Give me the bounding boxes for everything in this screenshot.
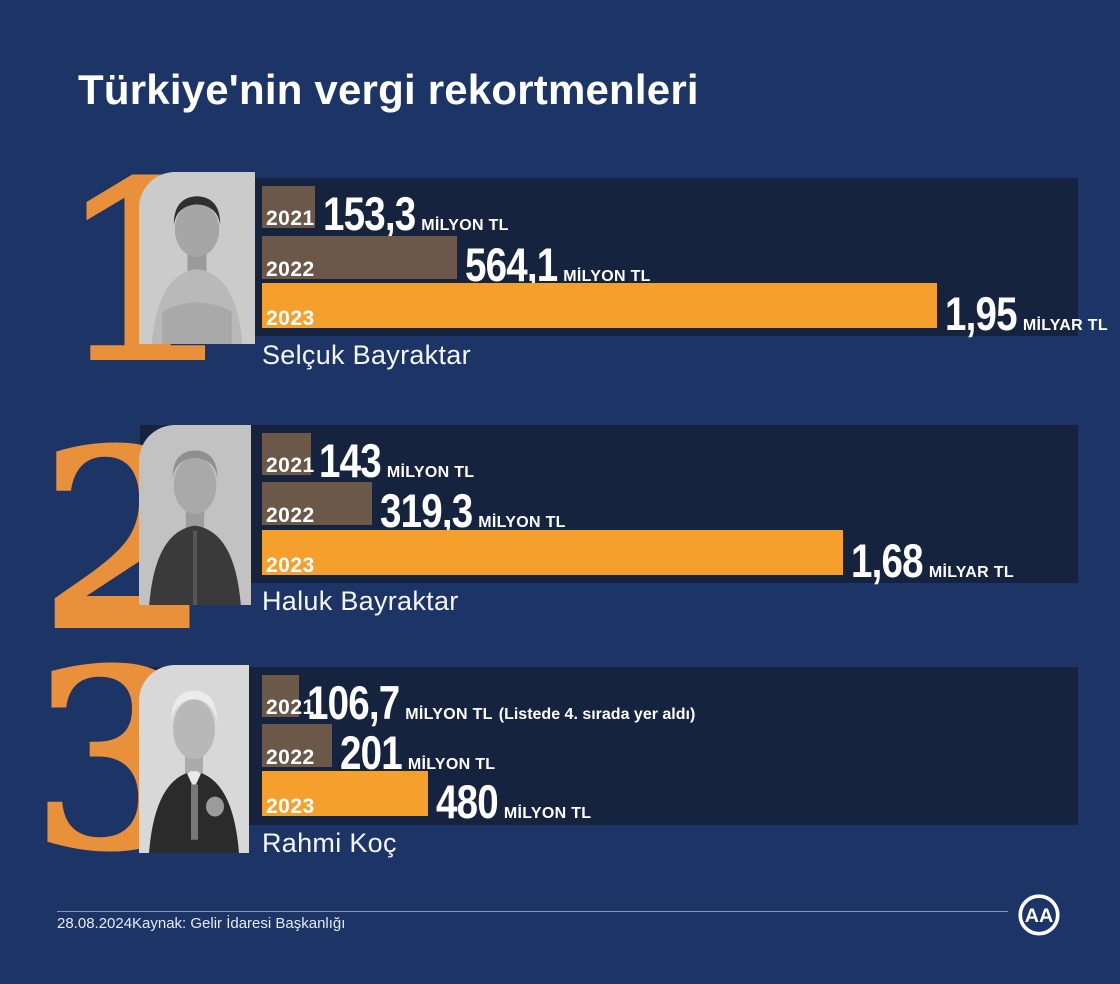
bar-2023 bbox=[262, 771, 428, 816]
bar-row-2021: 153,3 MİLYON TL 2021 bbox=[262, 186, 509, 237]
bar-row-2023: 480 MİLYON TL 2023 bbox=[262, 771, 591, 825]
person-name-haluk-bayraktar: Haluk Bayraktar bbox=[262, 586, 459, 616]
footer-divider bbox=[57, 911, 1008, 912]
value-unit: MİLYON TL bbox=[405, 706, 493, 723]
bar-2023 bbox=[262, 283, 937, 328]
value-number: 153,3 bbox=[323, 187, 416, 240]
bar-row-2022: 319,3 MİLYON TL 2022 bbox=[262, 482, 566, 534]
value-number: 106,7 bbox=[307, 676, 400, 729]
value-unit: MİLYON TL bbox=[563, 268, 651, 285]
bar-value: 1,95 MİLYAR TL bbox=[945, 290, 1108, 337]
bar-row-2023: 1,95 MİLYAR TL 2023 bbox=[262, 283, 1108, 337]
bar-value: 1,68 MİLYAR TL bbox=[851, 537, 1014, 584]
bar-2021 bbox=[262, 186, 315, 228]
photo-selcuk-bayraktar bbox=[139, 172, 255, 344]
bar-2022 bbox=[262, 236, 457, 279]
bar-2021 bbox=[262, 433, 311, 475]
year-label: 2021 bbox=[266, 454, 315, 477]
value-unit: MİLYON TL bbox=[407, 756, 496, 773]
bar-row-2023: 1,68 MİLYAR TL 2023 bbox=[262, 530, 1014, 584]
page-title: Türkiye'nin vergi rekortmenleri bbox=[78, 66, 699, 113]
value-number: 1,95 bbox=[945, 287, 1018, 340]
footer-source: Kaynak: Gelir İdaresi Başkanlığı bbox=[132, 915, 346, 932]
year-label: 2022 bbox=[266, 746, 315, 769]
value-unit: MİLYON TL bbox=[386, 464, 475, 481]
value-number: 480 bbox=[436, 775, 499, 828]
portrait-illustration bbox=[139, 172, 255, 344]
bar-2021 bbox=[262, 675, 299, 717]
bar-value: 201 MİLYON TL bbox=[340, 729, 495, 776]
year-label: 2022 bbox=[266, 258, 315, 281]
value-unit: MİLYON TL bbox=[478, 514, 566, 531]
value-number: 319,3 bbox=[380, 484, 473, 537]
bar-row-2021: 106,7 MİLYON TL (Listede 4. sırada yer ald… bbox=[262, 675, 695, 726]
bar-row-2022: 201 MİLYON TL 2022 bbox=[262, 724, 495, 776]
value-number: 143 bbox=[319, 434, 382, 487]
bar-value: 153,3 MİLYON TL bbox=[323, 190, 509, 237]
photo-haluk-bayraktar bbox=[139, 425, 251, 605]
svg-text:AA: AA bbox=[1025, 905, 1054, 927]
bar-row-2022: 564,1 MİLYON TL 2022 bbox=[262, 236, 651, 288]
bar-row-2021: 143 MİLYON TL 2021 bbox=[262, 433, 474, 484]
portrait-illustration bbox=[139, 425, 251, 605]
person-name-rahmi-koc: Rahmi Koç bbox=[262, 828, 397, 858]
photo-rahmi-koc bbox=[139, 665, 249, 853]
bar-value: 106,7 MİLYON TL (Listede 4. sırada yer ald… bbox=[307, 679, 695, 726]
value-unit: MİLYON TL bbox=[503, 805, 592, 822]
year-label: 2023 bbox=[266, 795, 315, 818]
value-unit: MİLYON TL bbox=[421, 217, 509, 234]
value-unit: MİLYAR TL bbox=[928, 564, 1014, 581]
year-label: 2021 bbox=[266, 696, 315, 719]
anadolu-agency-logo-icon: AA bbox=[1014, 891, 1064, 941]
value-note: (Listede 4. sırada yer aldı) bbox=[498, 706, 696, 723]
year-label: 2023 bbox=[266, 307, 315, 330]
bar-2023 bbox=[262, 530, 843, 575]
value-number: 564,1 bbox=[465, 238, 558, 291]
bar-2022 bbox=[262, 482, 372, 525]
bar-value: 319,3 MİLYON TL bbox=[380, 487, 566, 534]
bar-value: 143 MİLYON TL bbox=[319, 437, 474, 484]
portrait-illustration bbox=[139, 665, 249, 853]
year-label: 2022 bbox=[266, 504, 315, 527]
bar-2022 bbox=[262, 724, 332, 767]
person-name-selcuk-bayraktar: Selçuk Bayraktar bbox=[262, 340, 471, 370]
bar-value: 480 MİLYON TL bbox=[436, 778, 591, 825]
year-label: 2023 bbox=[266, 554, 315, 577]
year-label: 2021 bbox=[266, 207, 315, 230]
value-number: 201 bbox=[340, 726, 403, 779]
value-number: 1,68 bbox=[851, 534, 924, 587]
bar-value: 564,1 MİLYON TL bbox=[465, 241, 651, 288]
value-unit: MİLYAR TL bbox=[1022, 317, 1108, 334]
footer-date: 28.08.2024 bbox=[57, 915, 133, 932]
